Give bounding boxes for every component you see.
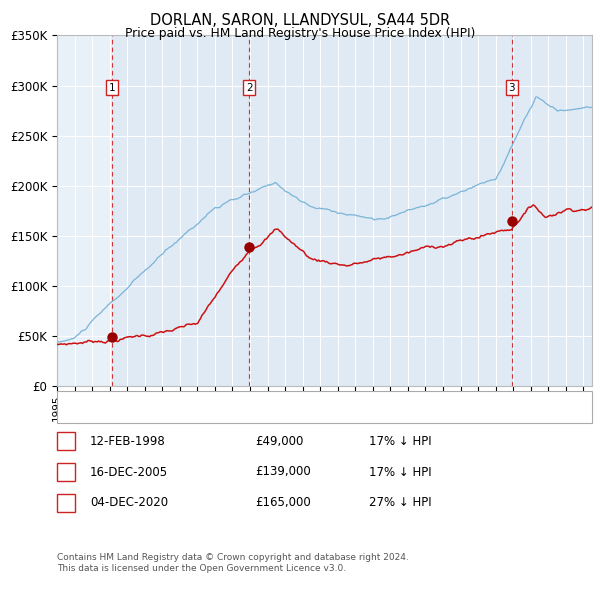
- Text: 04-DEC-2020: 04-DEC-2020: [90, 496, 168, 509]
- Bar: [112, 35, 250, 386]
- Text: 12-FEB-1998: 12-FEB-1998: [90, 435, 166, 448]
- Bar: [512, 35, 592, 386]
- Text: 17% ↓ HPI: 17% ↓ HPI: [369, 466, 431, 478]
- Text: £165,000: £165,000: [255, 496, 311, 509]
- Text: £139,000: £139,000: [255, 466, 311, 478]
- Text: 1: 1: [109, 83, 115, 93]
- Text: 16-DEC-2005: 16-DEC-2005: [90, 466, 168, 478]
- Text: 2: 2: [246, 83, 253, 93]
- Text: £49,000: £49,000: [255, 435, 304, 448]
- Text: DORLAN, SARON, LLANDYSUL, SA44 5DR (detached house): DORLAN, SARON, LLANDYSUL, SA44 5DR (deta…: [98, 395, 423, 405]
- Text: 1: 1: [62, 435, 70, 448]
- Text: Contains HM Land Registry data © Crown copyright and database right 2024.
This d: Contains HM Land Registry data © Crown c…: [57, 553, 409, 573]
- Text: 17% ↓ HPI: 17% ↓ HPI: [369, 435, 431, 448]
- Text: 2: 2: [62, 466, 70, 478]
- Text: 27% ↓ HPI: 27% ↓ HPI: [369, 496, 431, 509]
- Text: 3: 3: [509, 83, 515, 93]
- Text: DORLAN, SARON, LLANDYSUL, SA44 5DR: DORLAN, SARON, LLANDYSUL, SA44 5DR: [150, 13, 450, 28]
- Text: 3: 3: [62, 496, 70, 509]
- Text: HPI: Average price, detached house, Carmarthenshire: HPI: Average price, detached house, Carm…: [98, 410, 392, 420]
- Bar: [250, 35, 512, 386]
- Text: Price paid vs. HM Land Registry's House Price Index (HPI): Price paid vs. HM Land Registry's House …: [125, 27, 475, 40]
